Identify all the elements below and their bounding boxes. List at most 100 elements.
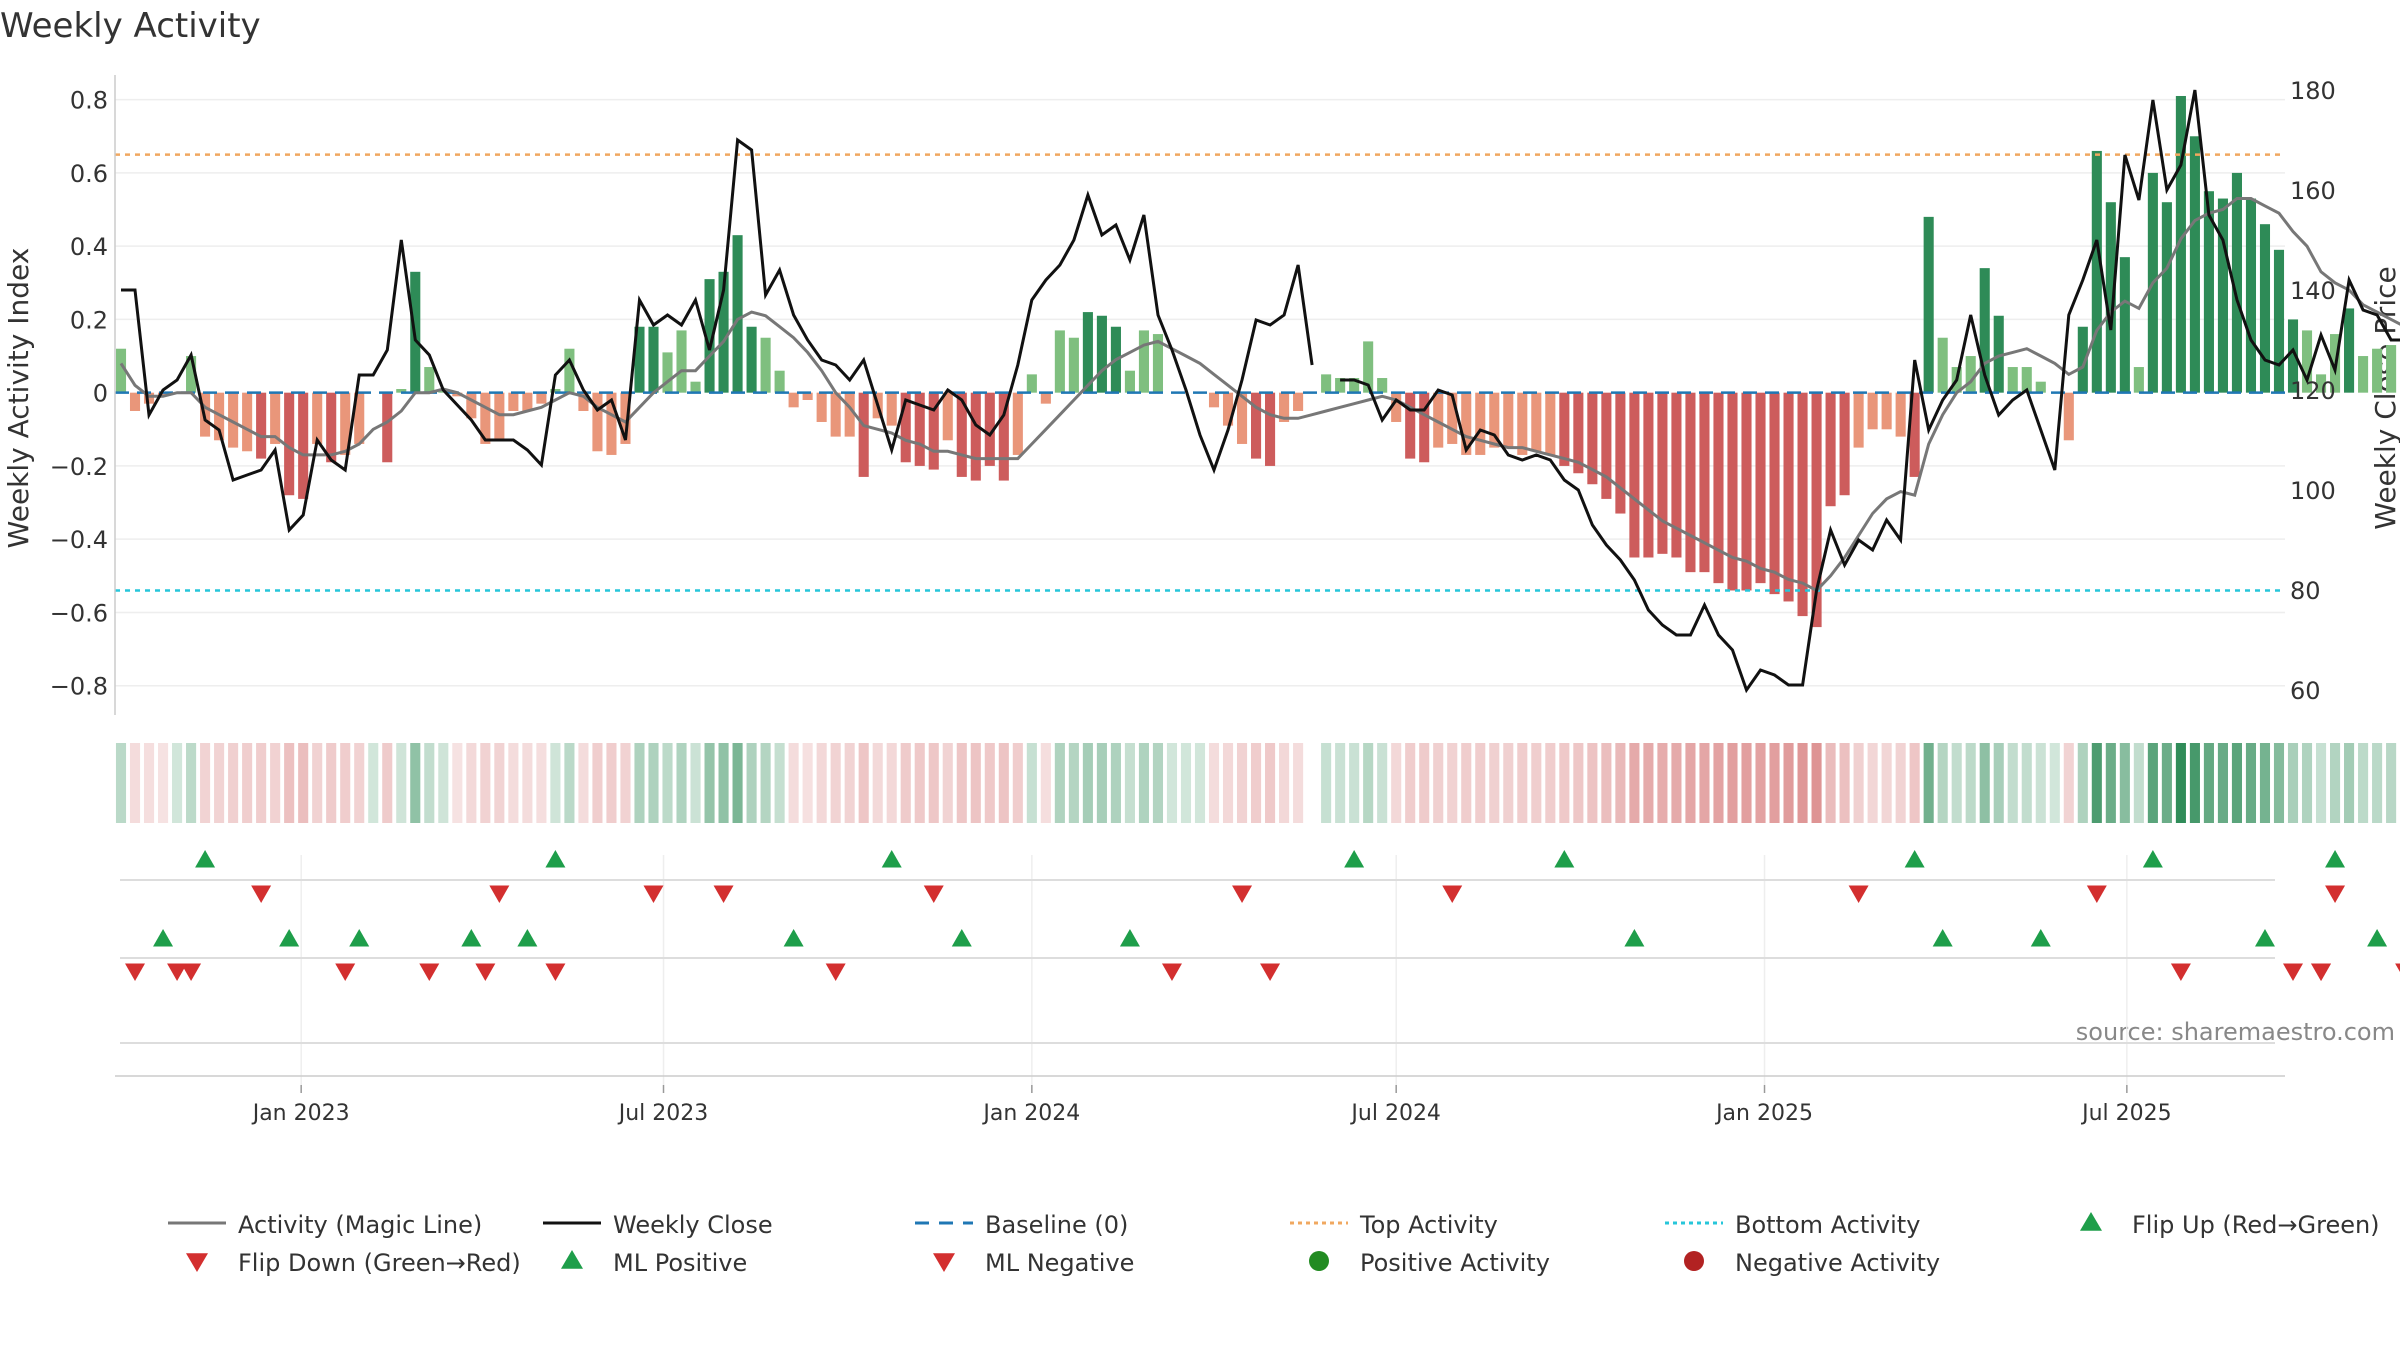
ml-negative-marker xyxy=(2395,963,2400,973)
flip-down-marker xyxy=(489,885,510,903)
legend-item: Flip Up (Red→Green) xyxy=(2080,1211,2380,1239)
ml-positive-marker xyxy=(2030,929,2051,947)
legend-label: Flip Down (Green→Red) xyxy=(238,1249,521,1277)
legend-item: ML Positive xyxy=(561,1249,747,1277)
chart-title: Weekly Activity xyxy=(0,6,261,46)
ml-negative-marker xyxy=(2283,963,2304,981)
activity-bar xyxy=(1811,392,1822,628)
flip-up-marker xyxy=(545,850,566,868)
activity-bar xyxy=(494,392,505,441)
activity-bar xyxy=(2091,150,2102,393)
activity-bar xyxy=(480,392,491,444)
heat-cell xyxy=(2035,743,2046,823)
heat-cell xyxy=(872,743,883,823)
activity-bar xyxy=(508,392,519,411)
activity-bar xyxy=(1979,268,1990,393)
activity-bar xyxy=(1461,392,1472,455)
activity-bar xyxy=(998,392,1009,481)
heat-cell xyxy=(746,743,757,823)
heat-cell xyxy=(1615,743,1626,823)
heat-cell xyxy=(1895,743,1906,823)
x-tick-label: Jan 2023 xyxy=(251,1101,350,1126)
ml-positive-marker xyxy=(349,929,370,947)
heat-cell xyxy=(1755,743,1766,823)
activity-bar xyxy=(970,392,981,481)
activity-bar xyxy=(1937,337,1948,393)
heat-cell xyxy=(1517,743,1528,823)
heat-cell xyxy=(1180,743,1192,823)
heat-cell xyxy=(1124,743,1135,823)
activity-bar xyxy=(1545,392,1556,455)
heat-cell xyxy=(1152,743,1164,823)
heat-cell xyxy=(2147,743,2158,823)
heat-cell xyxy=(1096,743,1107,823)
activity-bar xyxy=(396,389,407,393)
activity-bar xyxy=(1783,392,1794,602)
heat-cell xyxy=(816,743,827,823)
y-right-tick-label: 160 xyxy=(2290,177,2336,205)
y-right-tick-label: 140 xyxy=(2290,277,2336,305)
activity-bar xyxy=(466,392,477,419)
activity-bar xyxy=(1671,392,1682,558)
heat-cell xyxy=(536,743,547,823)
weekly-close-series xyxy=(121,89,2400,694)
heat-cell xyxy=(228,743,239,823)
ml-negative-marker xyxy=(825,963,846,981)
axes: 0.8 0.6 0.4 0.2 0 −0.2 −0.4 −0.6 −0.8 180 160 140 12… xyxy=(50,75,2336,1126)
activity-bar xyxy=(1895,392,1906,437)
heat-cell xyxy=(1923,743,1934,823)
heat-cell xyxy=(340,743,351,823)
activity-bar xyxy=(382,392,393,463)
flip-down-marker xyxy=(1232,885,1253,903)
heat-cell xyxy=(606,743,617,823)
heat-cell xyxy=(2358,743,2369,823)
activity-bar xyxy=(1068,337,1079,393)
heat-cell xyxy=(480,743,491,823)
y-right-tick-label: 120 xyxy=(2290,377,2336,405)
heat-cell xyxy=(1293,743,1304,823)
activity-bar xyxy=(1587,392,1598,485)
activity-bar xyxy=(1797,392,1808,617)
heat-cell xyxy=(984,743,995,823)
heat-cell xyxy=(844,743,855,823)
heat-cell xyxy=(1461,743,1472,823)
heat-cell xyxy=(2386,743,2397,823)
heat-cell xyxy=(2301,743,2313,823)
activity-bar xyxy=(452,392,463,397)
activity-bar xyxy=(1517,392,1528,455)
heat-cell xyxy=(312,743,323,823)
ml-positive-marker xyxy=(1624,929,1645,947)
ml-positive-marker xyxy=(1932,929,1953,947)
activity-bar xyxy=(1489,392,1500,448)
heat-cell xyxy=(143,743,155,823)
activity-bar xyxy=(928,392,939,470)
activity-bar xyxy=(1433,392,1444,448)
gridlines xyxy=(115,98,2285,1085)
heat-cell xyxy=(1965,743,1976,823)
heat-cell xyxy=(2344,743,2355,823)
heat-cell xyxy=(2287,743,2299,823)
heat-cell xyxy=(129,743,141,823)
heat-cell xyxy=(508,743,519,823)
y-left-tick-label: −0.4 xyxy=(50,526,108,554)
heat-cell xyxy=(326,743,337,823)
heat-cell xyxy=(1797,743,1808,823)
activity-bar xyxy=(816,392,827,422)
legend-swatch xyxy=(933,1253,955,1272)
heat-cell xyxy=(1685,743,1696,823)
magic-line-series xyxy=(119,197,2400,593)
heat-cell xyxy=(1587,743,1598,823)
heat-cell xyxy=(1040,743,1051,823)
heat-cell xyxy=(186,743,197,823)
ml-negative-marker xyxy=(335,963,356,981)
heat-cell xyxy=(802,743,813,823)
heat-cell xyxy=(396,743,407,823)
activity-bar xyxy=(648,326,659,393)
activity-bar xyxy=(1321,374,1332,393)
activity-bar xyxy=(2007,367,2018,393)
activity-bar xyxy=(2077,326,2088,393)
heat-cell xyxy=(1937,743,1948,823)
heat-cell xyxy=(1559,743,1570,823)
legend-item: Positive Activity xyxy=(1309,1249,1550,1277)
